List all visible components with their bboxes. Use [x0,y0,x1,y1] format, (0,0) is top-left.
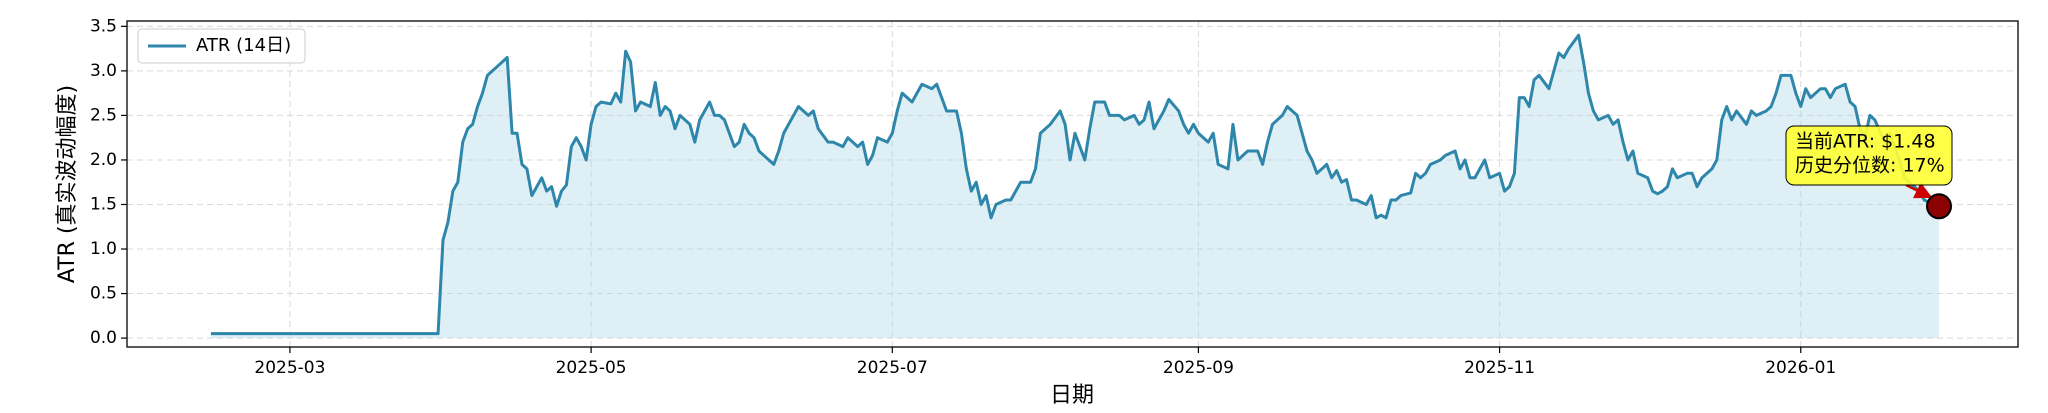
y-tick-label: 0.0 [90,328,117,348]
plot-frame [126,20,2019,348]
y-tick-label: 0.5 [90,284,117,304]
plot-background [127,21,2018,347]
highlight-point [1926,193,1953,220]
annotation-text: 当前ATR: $1.48 [1795,131,1936,153]
y-tick-label: 2.5 [90,105,117,125]
line [210,33,1940,336]
annotation-box [1785,125,1953,186]
x-tick-label: 2025-05 [556,358,627,378]
area [210,35,1940,339]
y-tick-label: 2.0 [90,150,117,170]
x-tick-label: 2026-01 [1765,358,1836,378]
x-axis-label: 日期 [1050,383,1094,408]
y-tick-label: 3.5 [90,16,117,36]
legend-label: ATR (14日) [196,35,291,56]
y-axis-label: ATR (真实波动幅度) [55,85,80,283]
legend-box [137,28,306,64]
y-tick-label: 1.5 [90,194,117,214]
annotation-arrow [1905,182,1933,199]
annotation-text: 历史分位数: 17% [1795,155,1945,177]
y-tick-label: 3.0 [90,61,117,81]
x-tick-label: 2025-09 [1163,358,1234,378]
x-tick-label: 2025-11 [1464,358,1535,378]
x-tick-label: 2025-03 [254,358,325,378]
y-tick-label: 1.0 [90,239,117,259]
x-tick-label: 2025-07 [857,358,928,378]
